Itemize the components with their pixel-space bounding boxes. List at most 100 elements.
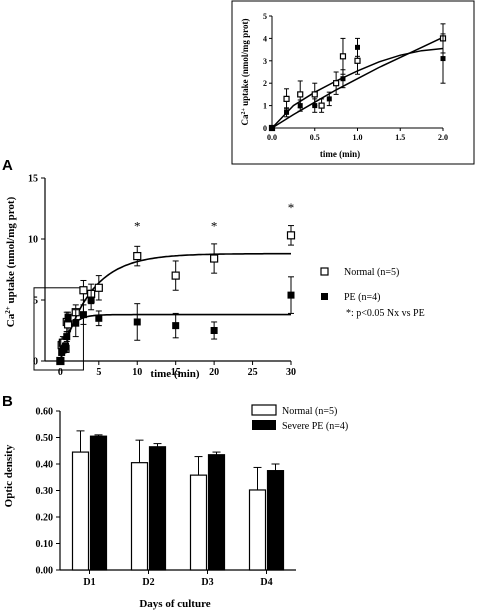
inset-y-tick-label: 2 [263,79,267,88]
point-normal [210,254,219,263]
inset-y-axis-label: Ca2+ uptake (nmol/mg prot) [240,18,250,125]
panel-b-y-tick-label: 0.50 [36,433,54,444]
inset-chart: 0 1 2 3 4 5 0.0 0.5 1.0 1.5 2.0 time (min) Ca2+ up… [231,0,475,165]
point-pe [172,322,180,330]
legend-label-pe: PE (n=4) [344,292,380,303]
inset-point-normal [339,53,347,60]
inset-point-normal [311,91,318,98]
panel-b-y-tick-label: 0.00 [36,566,54,577]
panel-b-plot-area: 0.00 0.10 0.20 0.30 0.40 0.50 0.60 D1 D2 D3 D4 [36,407,296,588]
inset-point-pe [297,103,303,109]
panel-a-x-tick-label: 25 [248,367,258,378]
point-normal [286,231,296,240]
point-pe [72,319,80,327]
point-pe [64,313,72,321]
panel-b-legend: Normal (n=5) Severe PE (n=4) [251,404,348,432]
panel-b-y-tick-label: 0.20 [36,513,54,524]
inset-point-pe [312,103,318,109]
significance-star: * [211,218,218,233]
inset-point-pe [269,125,275,131]
bar-severe-pe [148,446,167,571]
inset-x-axis-label: time (min) [320,149,360,159]
point-pe [210,327,218,334]
inset-point-normal [318,102,325,109]
panel-b-x-axis-label: Days of culture [139,598,210,610]
panel-a-x-tick-label: 5 [96,367,101,378]
legend-swatch-severe-pe [252,420,276,430]
legend-marker-pe [321,293,328,300]
inset-point-pe [326,96,332,102]
inset-point-pe [340,76,346,82]
inset-y-tick-label: 0 [263,124,267,133]
point-normal [171,271,180,280]
panel-a-y-tick-label: 15 [28,174,38,185]
panel-b-y-axis-label: Optic density [3,444,15,507]
legend-marker-normal [320,267,329,276]
panel-a-y-tick-label: 10 [28,235,38,246]
point-pe [56,357,64,365]
panel-a-x-tick-label: 15 [171,367,181,378]
significance-star: * [288,200,295,215]
bar-severe-pe [89,435,108,571]
inset-x-tick-label: 0.5 [310,133,320,142]
panel-a-legend: Normal (n=5) PE (n=4) *: p<0.05 Nx vs PE [320,267,425,319]
bar-normal [130,462,149,571]
panel-a-y-axis-label: Ca2+ uptake (nmol/mg prot) [4,196,17,327]
panel-a-x-axis-label: time (min) [150,368,200,380]
panel-b-y-tick-label: 0.10 [36,539,54,550]
point-normal [94,283,103,292]
panel-a-x-tick-label: 10 [132,367,142,378]
point-pe [95,314,103,322]
panel-b-category-label: D3 [201,577,213,588]
panel-b-chart: 0.00 0.10 0.20 0.30 0.40 0.50 0.60 D1 D2 D3 D4 Day… [3,404,348,610]
panel-b-category-label: D2 [142,577,154,588]
point-normal [133,251,142,261]
panel-b-y-tick-label: 0.30 [36,486,54,497]
panel-b-label: B [2,393,13,410]
point-pe [79,311,87,319]
inset-point-pe [440,56,446,62]
bar-severe-pe [266,470,285,571]
inset-point-normal [283,95,290,102]
inset-y-tick-label: 5 [263,12,267,21]
bar-normal [248,489,267,571]
inset-point-normal [354,57,361,64]
panel-a-x-tick-label: 20 [209,367,219,378]
inset-x-tick-label: 1.0 [353,133,363,142]
inset-point-pe [284,109,290,115]
panel-a-y-tick-label: 5 [33,296,38,307]
inset-point-normal [297,91,304,98]
panel-b-y-tick-label: 0.40 [36,460,54,471]
significance-star: * [134,218,141,233]
inset-y-tick-label: 1 [263,102,267,111]
point-pe [63,333,71,341]
panel-a-plot-area: 0 5 10 15 0 5 10 15 20 25 30 * * * [28,174,296,379]
bar-severe-pe [207,454,226,571]
inset-x-tick-label: 0.0 [267,133,277,142]
panel-b-y-tick-label: 0.60 [36,407,54,418]
point-pe [62,342,70,350]
inset-plot-area: 0 1 2 3 4 5 0.0 0.5 1.0 1.5 2.0 [263,12,448,142]
panel-a-label: A [2,157,13,174]
panel-a-x-tick-label: 30 [286,367,296,378]
inset-point-pe [355,44,360,50]
point-pe [133,318,141,326]
inset-x-tick-label: 2.0 [438,133,448,142]
panel-a-y-tick-label: 0 [33,357,38,368]
legend-label-normal-b: Normal (n=5) [282,406,337,417]
inset-region-box [33,287,84,371]
inset-point-normal [333,80,340,87]
inset-y-tick-label: 3 [263,57,267,66]
point-pe [287,291,295,299]
legend-label-normal: Normal (n=5) [344,267,399,278]
panel-b-category-label: D4 [260,577,272,588]
panel-a-chart: 0 5 10 15 0 5 10 15 20 25 30 * * * time (min) Ca2+ up… [4,174,425,381]
panel-b-category-label: D1 [83,577,95,588]
point-normal [79,286,88,295]
point-pe [87,296,95,304]
significance-footnote: *: p<0.05 Nx vs PE [346,308,425,319]
bar-normal [71,451,90,571]
bar-normal [189,474,208,571]
legend-label-severe-pe: Severe PE (n=4) [282,421,348,432]
